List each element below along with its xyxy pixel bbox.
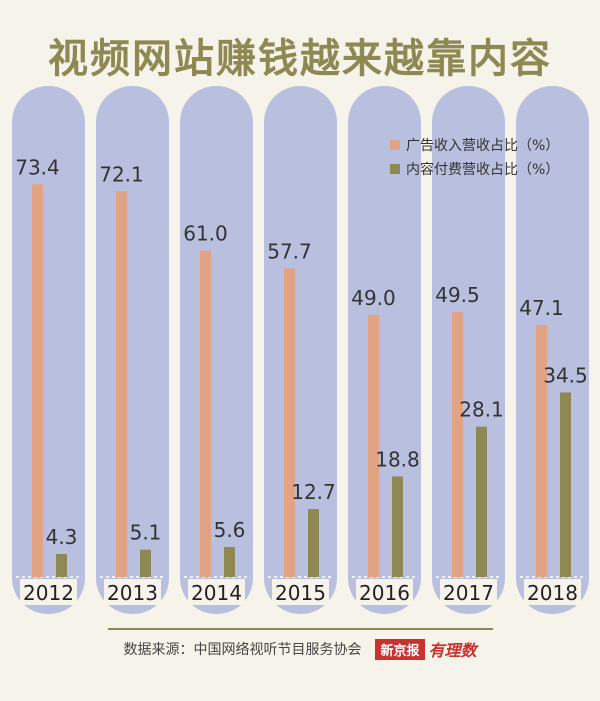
data-label-content: 4.3 (46, 525, 78, 549)
data-source: 数据来源：中国网络视听节目服务协会 (123, 642, 362, 658)
year-column-2012 (12, 86, 85, 614)
year-column-2013 (96, 86, 169, 614)
legend-label-ad: 广告收入营收占比（%） (406, 138, 559, 154)
x-tick-label: 2014 (191, 581, 242, 605)
bar-chart: 2012 73.4 4.3 2013 72.1 5.1 2014 61.0 5.6 2015 57.… (12, 86, 589, 614)
bar-ad-2016 (368, 314, 379, 577)
data-label-content: 5.6 (214, 518, 246, 542)
data-label-ad: 73.4 (15, 155, 60, 179)
logo-primary: 新京报 (375, 638, 425, 660)
publisher-logo: 新京报 有理数 (375, 637, 477, 661)
chart-title: 视频网站赚钱越来越靠内容 (48, 36, 552, 82)
legend-swatch-ad (390, 140, 400, 150)
bar-ad-2017 (452, 312, 463, 577)
data-label-content: 12.7 (291, 480, 336, 504)
year-band-2015 (272, 579, 329, 605)
bar-content-2012 (56, 553, 67, 577)
bar-content-2016 (392, 476, 403, 577)
year-column-2015 (264, 86, 337, 614)
x-tick-label: 2017 (443, 581, 494, 605)
data-label-ad: 57.7 (267, 239, 312, 263)
year-band-2018 (524, 579, 581, 605)
data-label-ad: 47.1 (519, 296, 564, 320)
x-tick-label: 2016 (359, 581, 410, 605)
data-label-content: 5.1 (130, 521, 162, 545)
bar-content-2017 (476, 426, 487, 577)
year-band-2014 (188, 579, 245, 605)
bar-content-2018 (560, 392, 571, 577)
data-label-ad: 61.0 (183, 222, 228, 246)
bar-ad-2015 (284, 268, 295, 577)
footer: 数据来源：中国网络视听节目服务协会 新京报 有理数 (0, 634, 600, 664)
bar-content-2013 (140, 549, 151, 577)
bar-ad-2013 (116, 191, 127, 577)
value-labels: 2012 73.4 4.3 2013 72.1 5.1 2014 61.0 5.6 2015 57.… (15, 155, 588, 605)
x-tick-label: 2018 (527, 581, 578, 605)
data-label-content: 18.8 (375, 447, 420, 471)
bars (32, 184, 571, 577)
data-label-content: 34.5 (543, 363, 588, 387)
year-band-2012 (20, 579, 77, 605)
data-label-content: 28.1 (459, 398, 504, 422)
year-band-2017 (440, 579, 497, 605)
data-label-ad: 49.5 (435, 283, 480, 307)
bar-ad-2012 (32, 184, 43, 577)
data-label-ad: 49.0 (351, 286, 396, 310)
bar-ad-2018 (536, 325, 547, 577)
bar-ad-2014 (200, 250, 211, 577)
year-band-2013 (104, 579, 161, 605)
bar-content-2015 (308, 509, 319, 577)
year-band-2016 (356, 579, 413, 605)
footer-divider (108, 628, 493, 630)
data-label-ad: 72.1 (99, 162, 144, 186)
x-tick-label: 2015 (275, 581, 326, 605)
bar-content-2014 (224, 547, 235, 577)
x-tick-label: 2012 (23, 581, 74, 605)
logo-secondary: 有理数 (428, 641, 477, 660)
x-tick-label: 2013 (107, 581, 158, 605)
legend-swatch-content (390, 164, 400, 174)
legend-label-content: 内容付费营收占比（%） (406, 161, 559, 178)
legend: 广告收入营收占比（%） 内容付费营收占比（%） (390, 138, 559, 178)
year-column-2014 (180, 86, 253, 614)
